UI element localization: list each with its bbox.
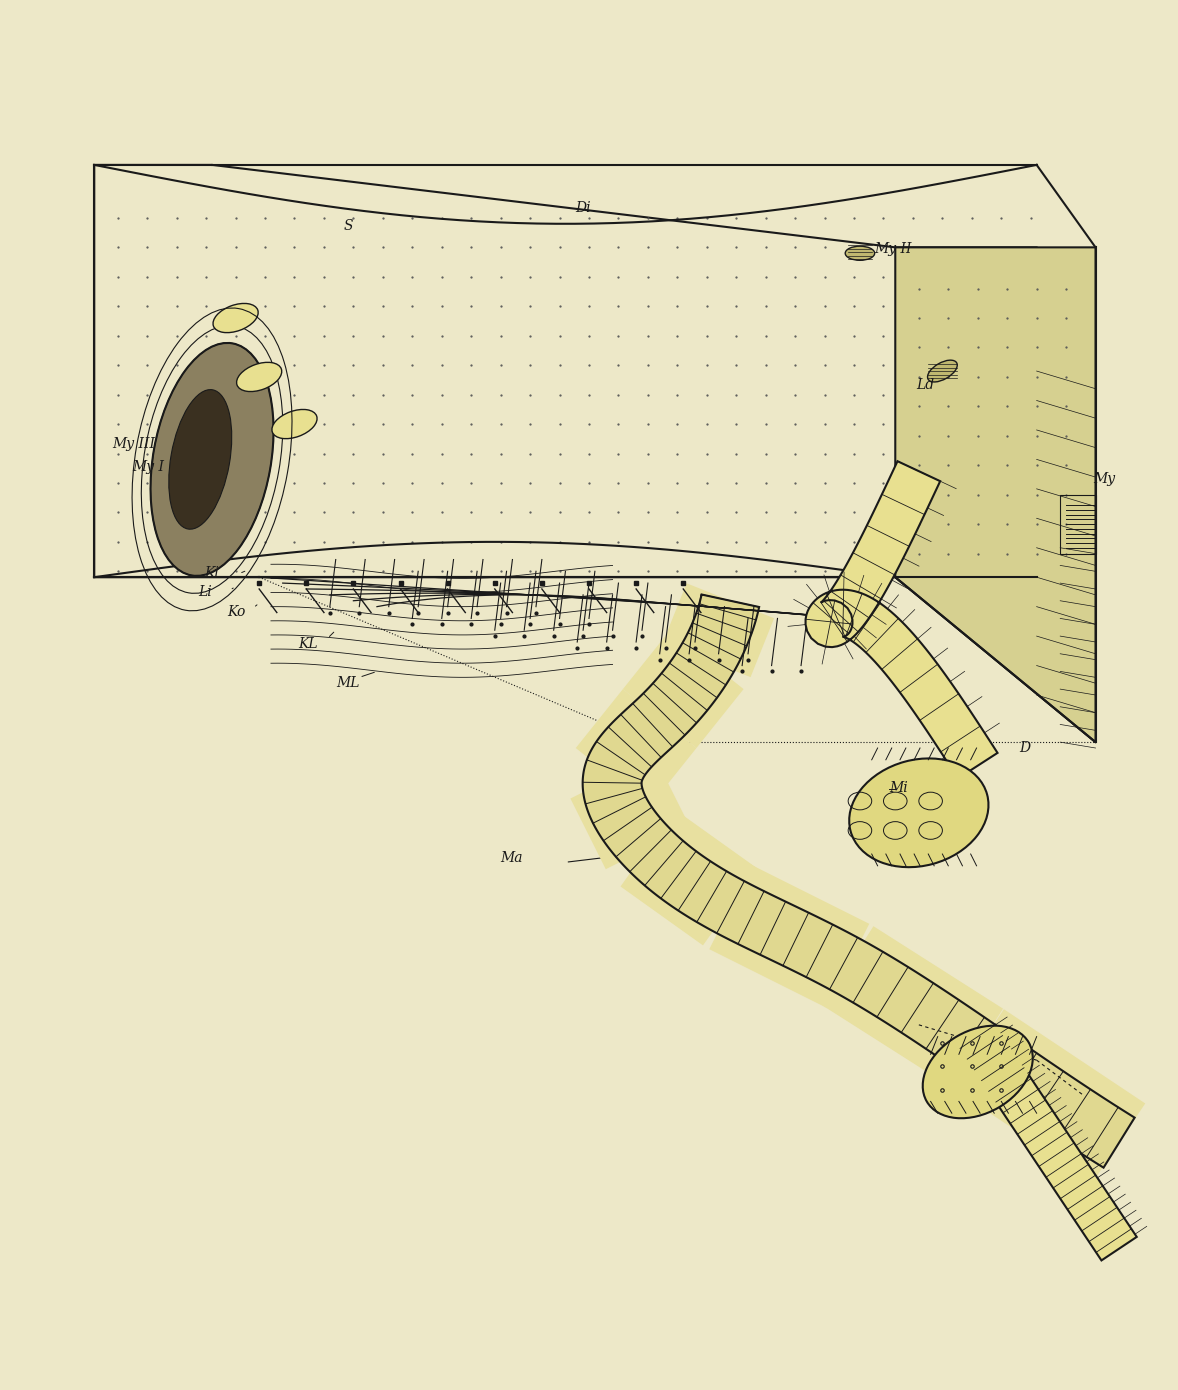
Text: My II: My II — [874, 242, 912, 256]
Ellipse shape — [168, 389, 232, 530]
Polygon shape — [583, 595, 1134, 1168]
Text: ML: ML — [336, 676, 359, 689]
Ellipse shape — [927, 360, 958, 382]
Polygon shape — [576, 689, 696, 808]
Ellipse shape — [272, 410, 317, 439]
Polygon shape — [570, 756, 690, 869]
Text: Li: Li — [198, 585, 212, 599]
Text: Mi: Mi — [889, 781, 908, 795]
Ellipse shape — [151, 343, 273, 575]
Text: S: S — [344, 218, 353, 232]
Text: KL: KL — [298, 637, 318, 651]
Text: My I: My I — [132, 460, 164, 474]
Polygon shape — [806, 461, 998, 778]
Polygon shape — [623, 630, 743, 748]
Ellipse shape — [922, 1026, 1033, 1118]
Polygon shape — [823, 926, 1002, 1088]
Polygon shape — [94, 165, 1096, 742]
Ellipse shape — [849, 759, 988, 867]
Text: Ma: Ma — [501, 851, 523, 866]
Text: Ld: Ld — [916, 378, 934, 392]
Polygon shape — [663, 584, 774, 677]
Text: My: My — [1093, 473, 1116, 486]
Polygon shape — [621, 810, 757, 945]
Polygon shape — [952, 1009, 1145, 1182]
Text: Ki: Ki — [204, 566, 219, 580]
Text: My III: My III — [112, 436, 155, 450]
Polygon shape — [895, 247, 1096, 742]
Ellipse shape — [237, 363, 282, 392]
Ellipse shape — [845, 246, 874, 260]
Polygon shape — [709, 865, 869, 1008]
Text: Di: Di — [575, 202, 590, 215]
Text: Ko: Ko — [227, 605, 246, 619]
Ellipse shape — [213, 303, 258, 332]
Polygon shape — [960, 1024, 1137, 1261]
Text: D: D — [1019, 741, 1030, 755]
